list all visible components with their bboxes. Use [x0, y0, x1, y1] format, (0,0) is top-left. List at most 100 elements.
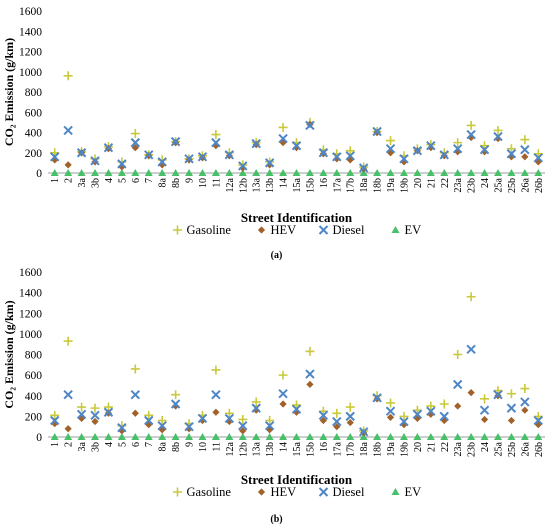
data-point-hev [480, 415, 489, 424]
data-point-ev [319, 433, 328, 440]
data-point-diesel [170, 136, 181, 147]
series-diesel [50, 120, 543, 173]
legend-item-ev: EV [391, 485, 421, 499]
data-point-ev [131, 169, 140, 176]
y-tick-label: 1400 [19, 288, 42, 300]
data-point-diesel [251, 403, 261, 413]
data-point-ev [480, 169, 489, 176]
data-point-hev [239, 164, 247, 172]
x-tick-label: 8b [171, 178, 182, 188]
x-tick-label: 6 [131, 442, 142, 447]
data-point-gasoline [345, 402, 355, 412]
data-point-diesel [520, 397, 530, 407]
data-point-ev [91, 169, 100, 176]
data-point-diesel [318, 410, 329, 421]
chart-panel-b: 0 200 400 600 800 1000 1200 1400 1600 CO₂ Emissio… [2, 267, 545, 525]
x-tick-label: 18a [359, 441, 370, 456]
y-tick-label: 400 [25, 391, 43, 403]
data-point-ev [252, 433, 261, 440]
data-point-diesel [372, 393, 382, 403]
data-point-diesel [412, 146, 423, 156]
x-tick-label: 19a [386, 177, 397, 192]
legend: Gasoline HEV Diesel EV [173, 485, 421, 499]
data-point-gasoline [386, 398, 396, 408]
x-tick-label: 18b [373, 178, 384, 193]
data-point-hev [333, 423, 341, 431]
data-point-gasoline [399, 411, 409, 421]
data-point-ev [64, 169, 73, 176]
x-tick-label: 26b [534, 442, 545, 457]
legend-marker-diesel [318, 225, 329, 235]
y-tick-label: 1200 [19, 308, 42, 320]
x-tick-label: 3b [91, 178, 102, 188]
data-point-diesel [90, 410, 100, 421]
x-axis-title: Street Identification [241, 472, 353, 487]
legend-item-diesel: Diesel [318, 485, 365, 499]
y-tick-label: 400 [25, 128, 43, 140]
x-tick-label: 19b [399, 178, 410, 193]
x-tick-label: 4 [104, 178, 115, 183]
x-tick-label: 12b [238, 442, 249, 457]
y-tick-label: 600 [25, 370, 43, 382]
data-point-diesel [251, 138, 261, 149]
legend-label-gasoline: Gasoline [187, 485, 232, 499]
data-point-gasoline [493, 125, 503, 135]
x-tick-label: 5 [117, 178, 128, 183]
data-point-gasoline [171, 390, 181, 400]
x-tick-label: 26b [534, 178, 545, 193]
data-point-ev [305, 433, 314, 440]
y-tick-label: 0 [36, 168, 42, 180]
data-point-diesel [466, 344, 476, 355]
x-axis: 1 2 3a 3b 4 5 6 7 8a 8b 9 10 11 12a 12b 13a 13b 14 15a 15b 1… [50, 177, 545, 193]
data-point-diesel [520, 145, 530, 155]
data-point-ev [252, 169, 261, 176]
data-point-diesel [130, 390, 141, 400]
data-point-diesel [506, 149, 517, 159]
data-point-hev [507, 416, 516, 425]
data-point-diesel [76, 148, 87, 158]
data-point-gasoline [130, 129, 140, 139]
data-point-ev [520, 169, 529, 176]
legend-marker-gasoline [173, 487, 182, 497]
y-tick-label: 200 [25, 148, 43, 160]
x-tick-label: 20 [413, 442, 424, 452]
legend-label-hev: HEV [271, 485, 297, 499]
data-point-gasoline [63, 336, 73, 346]
panel-caption: (b) [270, 514, 282, 525]
data-point-hev [279, 400, 287, 408]
x-tick-label: 26a [520, 177, 531, 192]
data-point-diesel [345, 151, 355, 161]
data-point-ev [493, 169, 502, 176]
data-point-gasoline [50, 410, 60, 420]
series-diesel [50, 344, 543, 437]
series-ev [50, 433, 543, 440]
data-point-diesel [184, 154, 194, 164]
legend-item-gasoline: Gasoline [173, 223, 231, 237]
data-point-ev [359, 433, 368, 440]
data-point-diesel [493, 390, 503, 400]
data-point-hev [467, 389, 475, 397]
data-point-hev [64, 161, 72, 169]
data-point-gasoline [386, 136, 396, 146]
data-point-ev [292, 169, 301, 176]
data-point-diesel [412, 409, 423, 420]
y-axis: 0 200 400 600 800 1000 1200 1400 1600 [19, 267, 42, 444]
x-tick-label: 17a [332, 441, 343, 456]
x-tick-label: 1 [50, 178, 61, 183]
data-point-ev [158, 433, 167, 440]
y-tick-label: 800 [25, 350, 43, 362]
y-tick-label: 0 [36, 432, 42, 444]
data-point-gasoline [224, 408, 234, 418]
data-point-diesel [130, 137, 141, 148]
legend: Gasoline HEV Diesel EV [173, 223, 421, 237]
legend-label-diesel: Diesel [333, 485, 365, 499]
x-tick-label: 13b [265, 178, 276, 193]
data-point-diesel [63, 125, 73, 136]
x-tick-label: 9 [185, 442, 196, 447]
x-tick-label: 9 [185, 178, 196, 183]
data-point-ev [185, 169, 194, 176]
data-point-ev [507, 169, 516, 176]
data-point-hev [427, 144, 435, 152]
data-point-diesel [452, 143, 463, 154]
data-point-ev [467, 433, 476, 440]
